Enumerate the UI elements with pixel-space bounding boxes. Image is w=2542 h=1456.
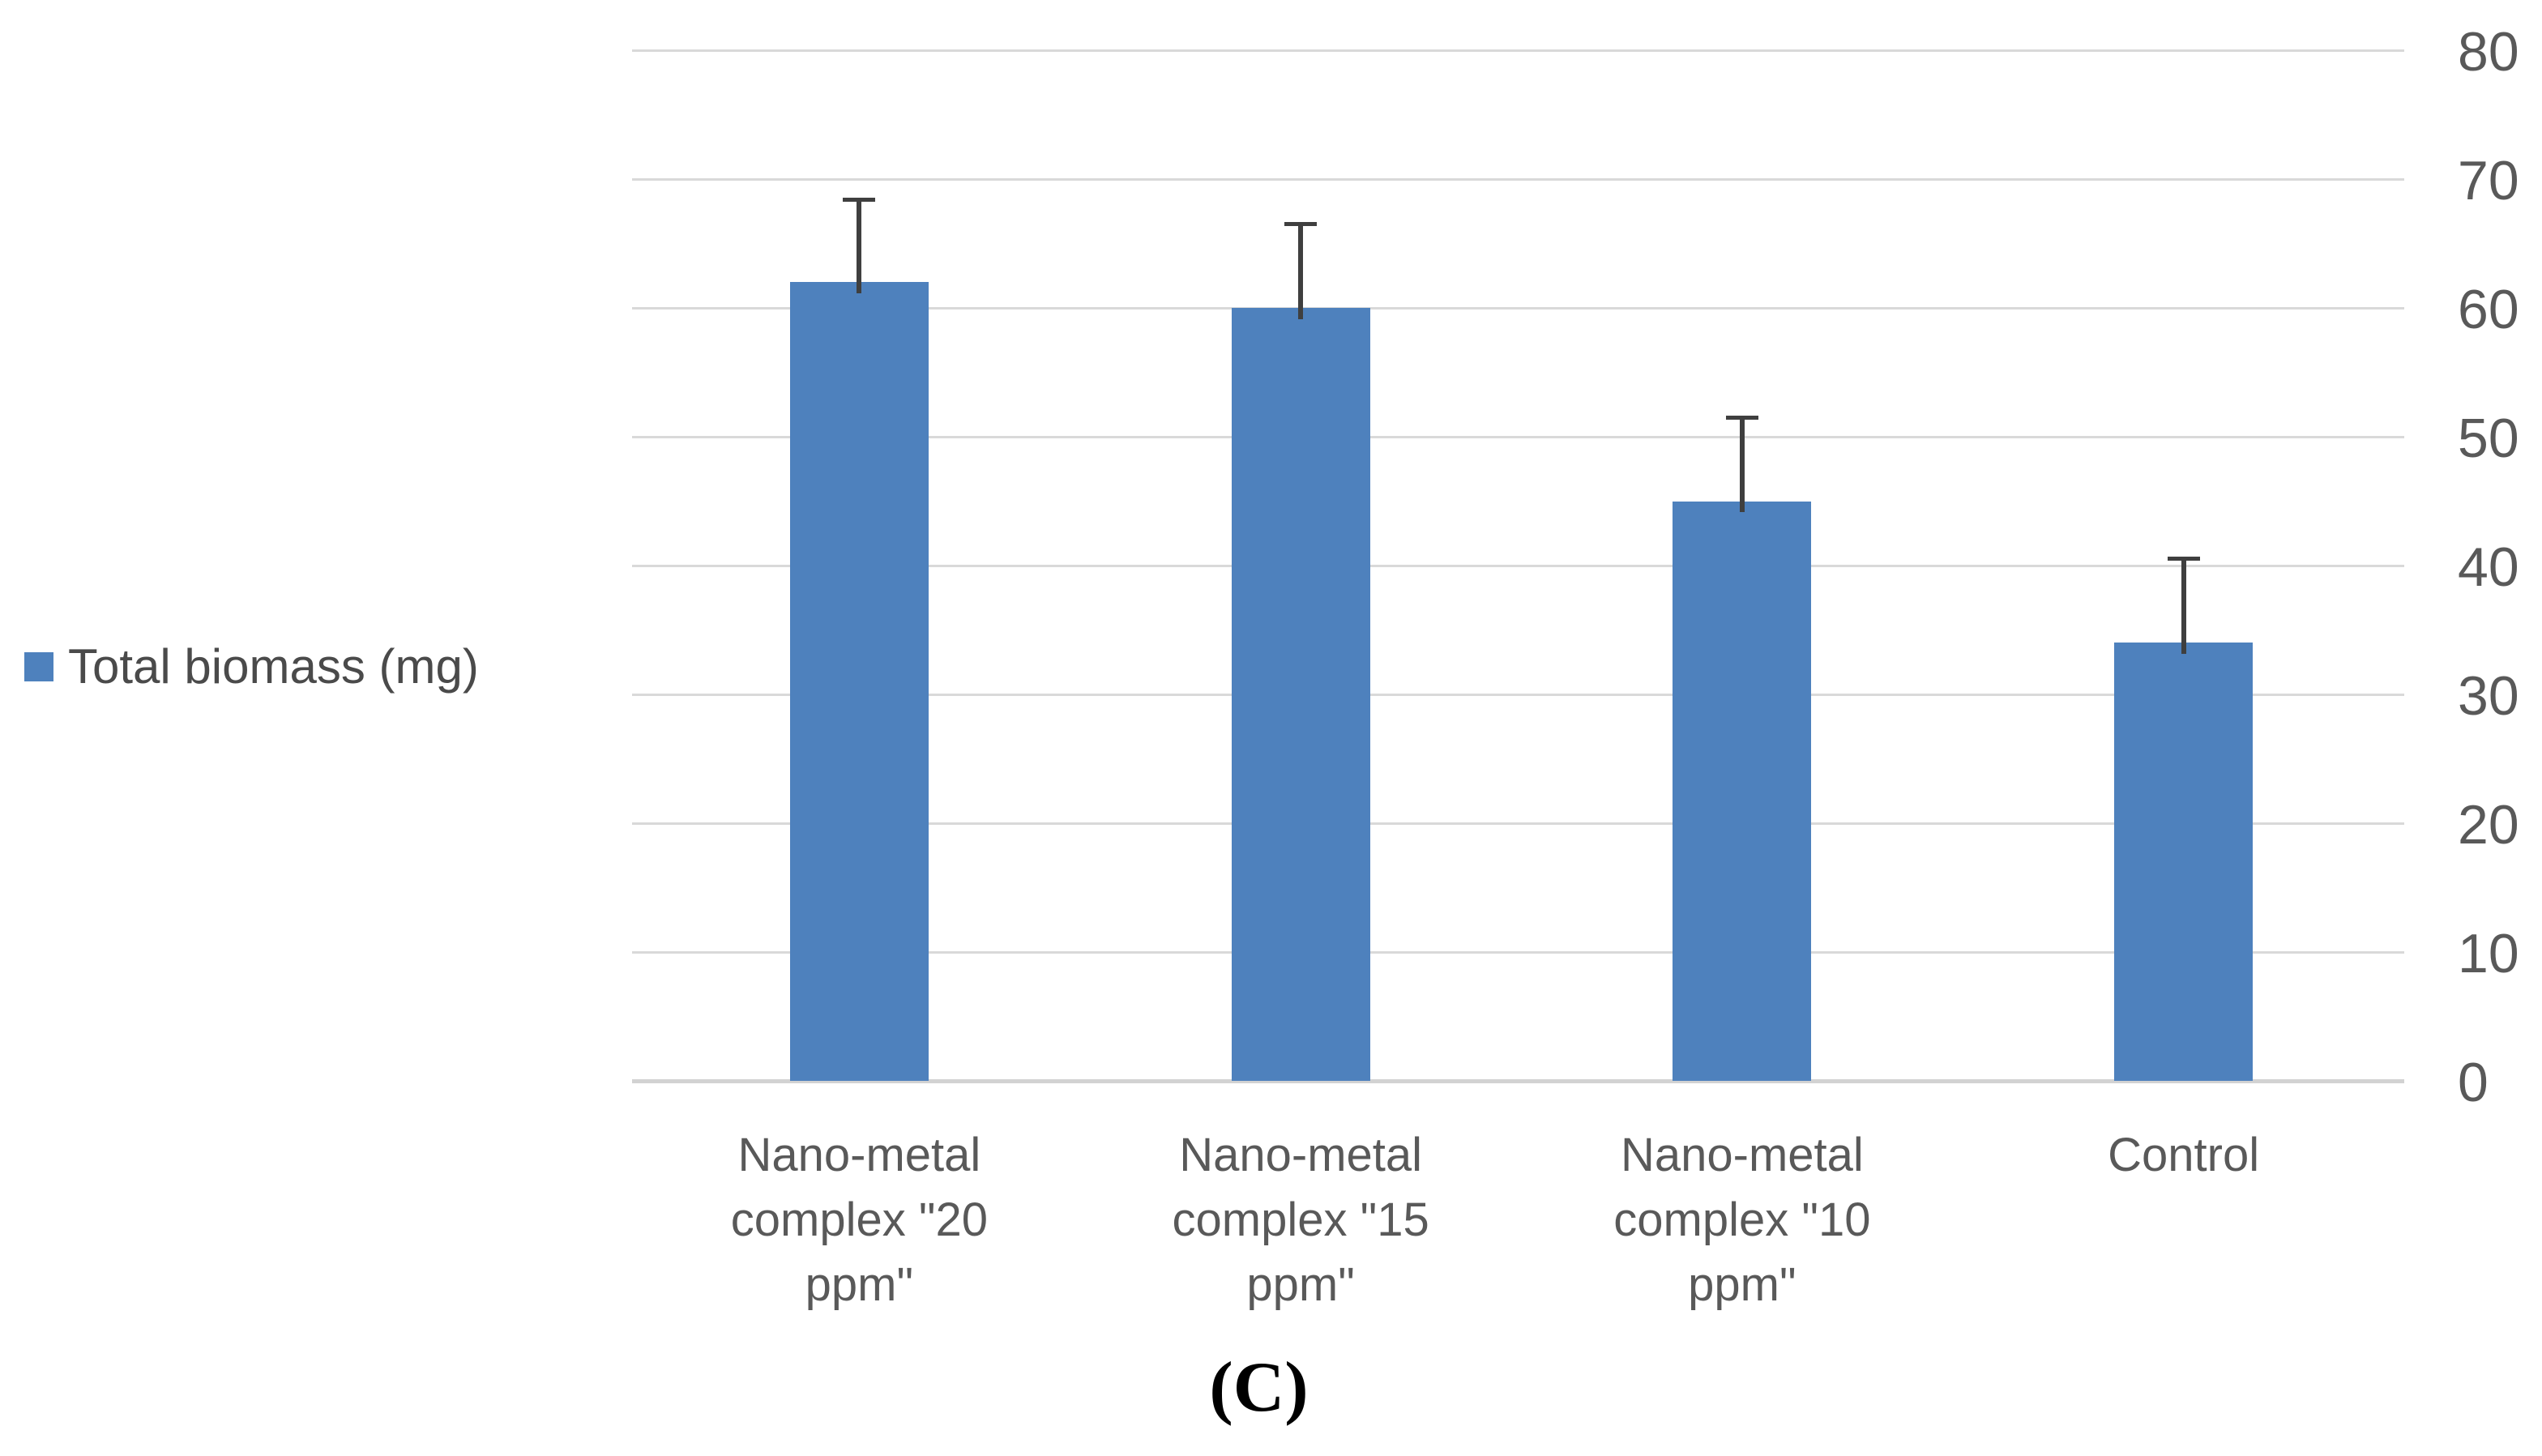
error-bar (2181, 557, 2186, 655)
y-tick-label: 10 (2458, 923, 2519, 984)
y-tick-label: 70 (2458, 150, 2519, 211)
gridline (632, 822, 2404, 825)
chart-legend: Total biomass (mg) (24, 638, 479, 694)
legend-label: Total biomass (mg) (68, 639, 479, 694)
error-bar-cap (1284, 222, 1318, 227)
bar (2114, 643, 2254, 1081)
figure-caption: (C) (1209, 1348, 1309, 1427)
y-tick-label: 20 (2458, 794, 2519, 856)
x-axis-baseline (632, 1079, 2404, 1083)
y-tick-label: 30 (2458, 665, 2519, 727)
category-label: Control (2108, 1129, 2260, 1181)
y-tick-label: 60 (2458, 279, 2519, 340)
gridline (632, 49, 2404, 52)
gridline (632, 178, 2404, 181)
category-label: Nano-metal complex "20 ppm" (730, 1129, 988, 1311)
y-tick-label: 40 (2458, 536, 2519, 598)
category-label: Nano-metal complex "10 ppm" (1613, 1129, 1871, 1311)
gridline (632, 565, 2404, 567)
error-bar-cap (1725, 415, 1758, 420)
y-tick-label: 80 (2458, 21, 2519, 83)
y-tick-label: 50 (2458, 408, 2519, 469)
y-tick-label: 0 (2458, 1052, 2489, 1113)
category-label: Nano-metal complex "15 ppm" (1172, 1129, 1429, 1311)
error-bar (1739, 416, 1745, 513)
bar (789, 282, 929, 1081)
error-bar-cap (843, 197, 876, 202)
error-bar-cap (2167, 557, 2200, 561)
legend-color-swatch-icon (24, 651, 53, 681)
bar (1231, 308, 1370, 1081)
error-bar (1298, 223, 1304, 319)
gridline (632, 951, 2404, 954)
bar (1673, 501, 1812, 1081)
gridline (632, 694, 2404, 696)
gridline (632, 307, 2404, 310)
error-bar (857, 198, 862, 294)
gridline (632, 436, 2404, 438)
plot-area (632, 49, 2404, 1083)
